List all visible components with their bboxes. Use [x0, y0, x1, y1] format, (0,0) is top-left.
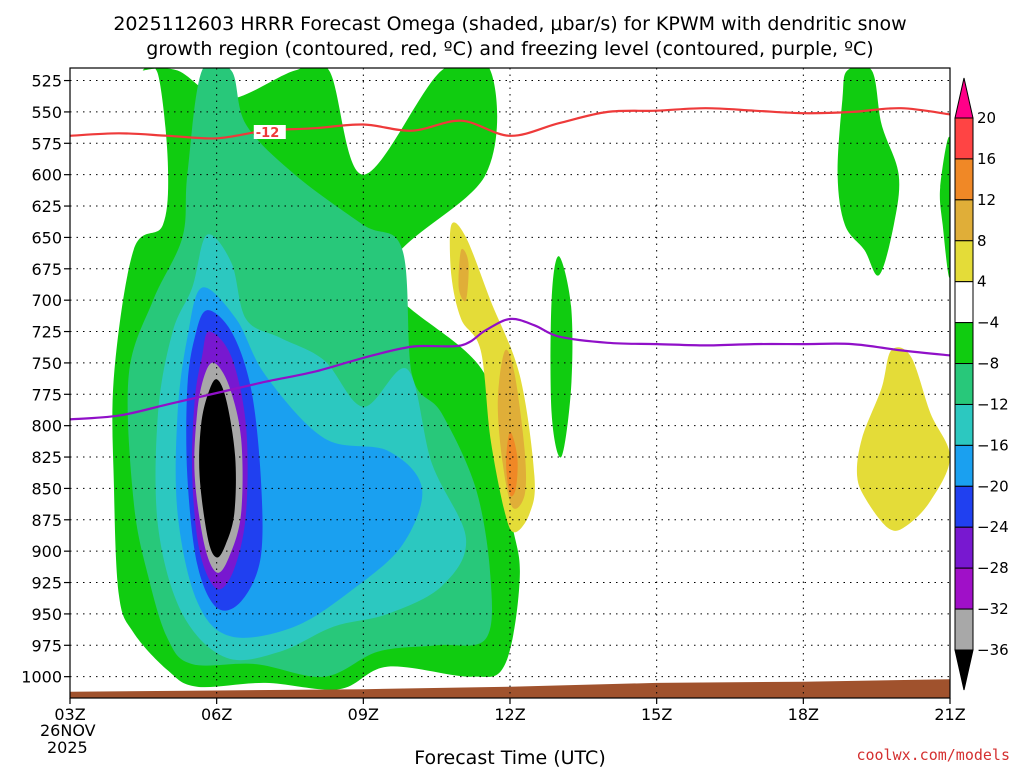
y-tick-label-875: 875 — [31, 511, 62, 530]
y-tick-label-1000: 1000 — [21, 668, 62, 687]
dgz-contour-line — [70, 107, 950, 140]
y-tick-label-700: 700 — [31, 291, 62, 310]
colorbar-top-triangle — [954, 77, 974, 119]
colorbar-label-5: −4 — [977, 314, 999, 332]
y-tick-label-550: 550 — [31, 103, 62, 122]
omega-region-15 — [506, 431, 518, 497]
colorbar-label-9: −20 — [977, 477, 1009, 495]
y-tick-label-925: 925 — [31, 574, 62, 593]
y-tick-label-575: 575 — [31, 134, 62, 153]
x-tick-label-15Z: 15Z — [641, 705, 672, 724]
chart-title-line2: growth region (contoured, red, ºC) and f… — [146, 38, 873, 60]
y-tick-label-775: 775 — [31, 385, 62, 404]
colorbar-swatch-0 — [954, 117, 974, 160]
colorbar-swatch-4 — [954, 281, 974, 324]
y-tick-label-625: 625 — [31, 197, 62, 216]
y-tick-label-675: 675 — [31, 260, 62, 279]
colorbar-label-2: 12 — [977, 191, 996, 209]
contour-lines — [70, 107, 950, 421]
colorbar-label-10: −24 — [977, 518, 1009, 536]
colorbar-swatch-11 — [954, 567, 974, 610]
y-tick-label-975: 975 — [31, 636, 62, 655]
grid-lines — [70, 68, 950, 698]
x-tick-label-09Z: 09Z — [348, 705, 379, 724]
omega-region-1 — [550, 256, 573, 458]
dgz-contour-label: -12 — [256, 126, 280, 141]
y-tick-label-850: 850 — [31, 479, 62, 498]
colorbar-swatch-7 — [954, 403, 974, 446]
omega-region-10 — [199, 379, 236, 558]
colorbar: 20 16 12 8 4 −4 −8 −12 −16 −20 −24 −28 −32 −36 — [954, 77, 1009, 691]
omega-region-13 — [458, 248, 469, 302]
y-tick-label-950: 950 — [31, 605, 62, 624]
colorbar-swatch-3 — [954, 240, 974, 283]
colorbar-label-13: −36 — [977, 641, 1009, 659]
x-tick-label-21Z: 21Z — [934, 705, 965, 724]
omega-region-12 — [856, 347, 950, 531]
colorbar-swatch-12 — [954, 608, 974, 651]
colorbar-label-11: −28 — [977, 559, 1009, 577]
x-tick-label-03Z: 03Z — [54, 705, 85, 724]
colorbar-label-12: −32 — [977, 600, 1009, 618]
colorbar-label-6: −8 — [977, 355, 999, 373]
omega-region-2 — [837, 68, 900, 276]
colorbar-label-1: 16 — [977, 150, 996, 168]
y-tick-label-525: 525 — [31, 72, 62, 91]
colorbar-swatch-1 — [954, 158, 974, 201]
y-tick-label-600: 600 — [31, 166, 62, 185]
x-tick-label-06Z: 06Z — [201, 705, 232, 724]
colorbar-swatch-9 — [954, 485, 974, 528]
colorbar-label-8: −16 — [977, 436, 1009, 454]
y-tick-label-825: 825 — [31, 448, 62, 467]
y-tick-label-900: 900 — [31, 542, 62, 561]
colorbar-label-3: 8 — [977, 232, 987, 250]
credit-text: coolwx.com/models — [856, 746, 1010, 764]
colorbar-swatch-10 — [954, 526, 974, 569]
omega-shading — [112, 68, 950, 690]
colorbar-bottom-triangle — [954, 649, 974, 691]
colorbar-swatch-2 — [954, 199, 974, 242]
colorbar-label-0: 20 — [977, 109, 996, 127]
freezing-level-line — [70, 317, 950, 421]
y-tick-label-750: 750 — [31, 354, 62, 373]
y-axis: 525 550 575 600 625 650 675 700 725 750 775 800 825 8… — [21, 72, 70, 687]
x-date-line2: 2025 — [47, 738, 88, 757]
terrain-surface — [70, 679, 950, 698]
x-date-line1: 26NOV — [40, 721, 96, 740]
x-tick-label-18Z: 18Z — [788, 705, 819, 724]
y-tick-label-725: 725 — [31, 323, 62, 342]
omega-region-3 — [939, 136, 950, 278]
chart-title-line1: 2025112603 HRRR Forecast Omega (shaded, … — [113, 13, 906, 35]
y-tick-label-800: 800 — [31, 417, 62, 436]
dgz-label-halo — [253, 125, 286, 140]
colorbar-label-7: −12 — [977, 395, 1009, 413]
x-axis: 03Z 06Z 09Z 12Z 15Z 18Z 21Z — [54, 698, 966, 724]
colorbar-swatch-6 — [954, 363, 974, 405]
x-axis-label: Forecast Time (UTC) — [414, 747, 605, 768]
x-tick-label-12Z: 12Z — [494, 705, 525, 724]
y-tick-label-650: 650 — [31, 228, 62, 247]
omega-region-14 — [497, 349, 527, 509]
colorbar-swatch-8 — [954, 444, 974, 487]
colorbar-swatch-5 — [954, 322, 974, 365]
colorbar-label-4: 4 — [977, 273, 987, 291]
